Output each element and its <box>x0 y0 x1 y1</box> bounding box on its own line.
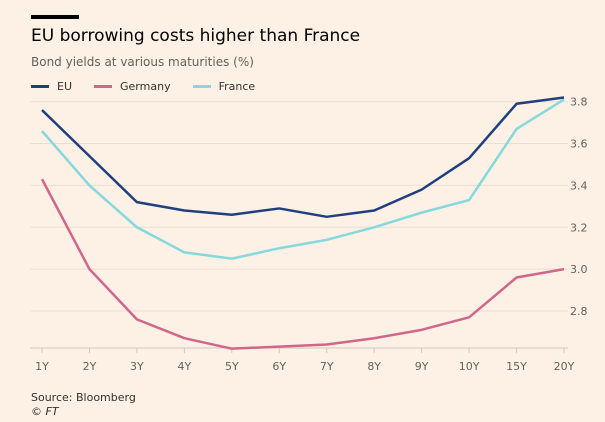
chart-subtitle: Bond yields at various maturities (%) <box>31 55 254 69</box>
copyright: © FT <box>31 405 59 418</box>
x-tick-label: 20Y <box>554 360 575 373</box>
chart-title: EU borrowing costs higher than France <box>31 26 361 46</box>
y-tick-label: 3.0 <box>570 263 588 276</box>
x-tick-label: 2Y <box>83 360 97 373</box>
source-note: Source: Bloomberg <box>31 391 136 404</box>
x-tick-label: 5Y <box>225 360 239 373</box>
legend-item-germany: Germany <box>94 80 171 93</box>
y-tick-label: 3.6 <box>570 138 588 151</box>
x-tick-label: 8Y <box>367 360 381 373</box>
x-tick-label: 15Y <box>506 360 527 373</box>
series-line-france <box>41 98 565 260</box>
series-line-eu <box>41 96 565 219</box>
x-tick-label: 3Y <box>130 360 144 373</box>
ft-title-bar <box>31 15 79 19</box>
legend-label: Germany <box>120 80 171 93</box>
x-tick-label: 10Y <box>459 360 480 373</box>
y-tick-label: 3.8 <box>570 96 588 109</box>
legend-item-eu: EU <box>31 80 72 93</box>
y-tick-label: 2.8 <box>570 305 588 318</box>
legend-item-france: France <box>192 80 256 93</box>
legend: EU Germany France <box>31 80 255 93</box>
y-tick-label: 3.4 <box>570 179 588 192</box>
series-line-germany <box>40 178 565 350</box>
legend-swatch <box>192 85 211 88</box>
x-tick-label: 1Y <box>35 360 49 373</box>
x-tick-label: 6Y <box>272 360 286 373</box>
x-tick-label: 4Y <box>178 360 192 373</box>
legend-label: France <box>218 80 256 93</box>
legend-label: EU <box>57 80 73 93</box>
x-tick-label: 9Y <box>415 360 429 373</box>
y-tick-label: 3.2 <box>570 221 588 234</box>
legend-swatch <box>94 85 113 88</box>
x-tick-label: 7Y <box>320 360 334 373</box>
legend-swatch <box>31 85 49 88</box>
